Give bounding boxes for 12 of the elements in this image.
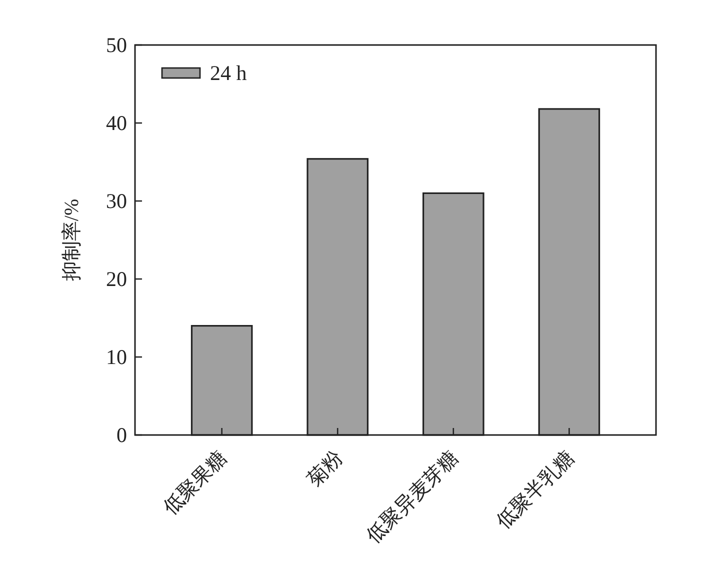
x-tick-label: 低聚半乳糖 (492, 446, 579, 534)
y-tick-label: 10 (106, 345, 127, 369)
y-tick-label: 30 (106, 189, 127, 213)
x-tick-label: 低聚果糖 (159, 446, 232, 520)
legend-label: 24 h (210, 61, 248, 85)
y-tick-label: 0 (116, 423, 127, 447)
y-tick-label: 20 (106, 267, 127, 291)
y-tick-label: 50 (106, 33, 127, 57)
x-tick-label: 低聚异麦芽糖 (362, 446, 463, 548)
y-axis-title: 抑制率/% (61, 198, 83, 282)
y-tick-label: 40 (106, 111, 127, 135)
x-tick-label: 菊粉 (303, 446, 348, 491)
